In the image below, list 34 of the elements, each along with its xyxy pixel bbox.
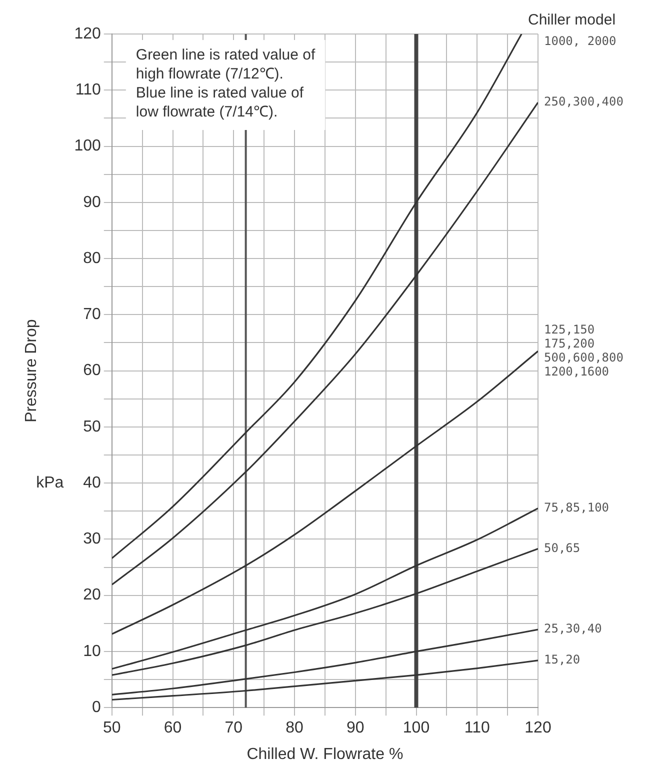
line-series (112, 34, 522, 560)
annotation: Green line is rated value of high flowrate (7/12℃). Blue line is rated value of low flowrate (7/14℃). (136, 46, 316, 121)
legend-title: Chiller model (528, 12, 616, 29)
series-label: 15,20 (544, 652, 580, 667)
series-label: 1000, 2000 (544, 34, 616, 48)
y-tick-label: 0 (92, 699, 101, 716)
series-label: 250,300,400 (544, 94, 624, 109)
y-tick-label: 10 (83, 642, 101, 660)
x-tick-label: 70 (224, 720, 243, 737)
y-tick-label: 80 (83, 250, 101, 267)
x-axis-title: Chilled W. Flowrate % (246, 746, 404, 763)
y-tick-label: 50 (83, 418, 101, 436)
x-tick-label: 50 (102, 720, 121, 737)
x-tick-label: 120 (524, 720, 552, 737)
y-axis-title: Pressure Drop (23, 319, 40, 422)
x-tick-label: 90 (346, 720, 364, 737)
y-tick-label: 70 (83, 306, 101, 324)
y-tick-label: 40 (83, 474, 101, 492)
y-tick-label: 120 (74, 25, 101, 42)
text: kPa (36, 474, 64, 492)
x-tick-label: 100 (402, 720, 430, 737)
x-tick-label: 110 (464, 720, 490, 737)
x-tick-label: 60 (164, 720, 182, 737)
y-tick-label: 100 (74, 138, 101, 155)
y-tick-label: 20 (83, 586, 101, 604)
series-label: 125,150 175,200 500,600,800 1200,1600 (544, 322, 624, 378)
series-label: 25,30,40 (544, 622, 602, 636)
y-tick-label: 30 (83, 530, 101, 548)
x-tick-label: 80 (286, 720, 304, 737)
y-tick-label: 60 (83, 362, 101, 380)
series-label: 75,85,100 (544, 500, 610, 514)
series-label: 50,65 (544, 540, 580, 555)
y-tick-label: 90 (83, 194, 101, 211)
y-tick-label: 110 (75, 82, 101, 99)
